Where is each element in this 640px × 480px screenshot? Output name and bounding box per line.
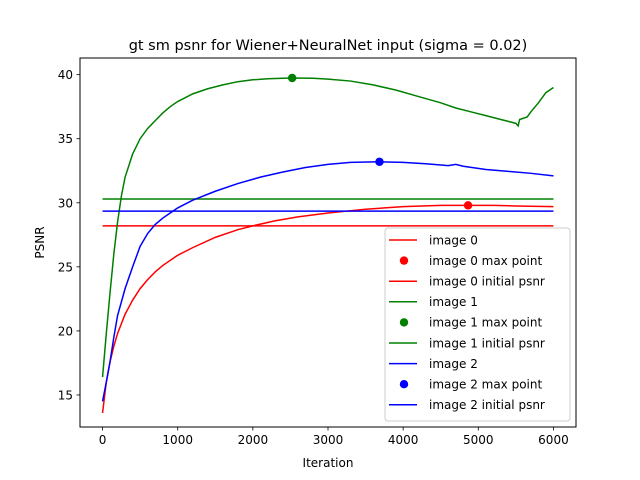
legend-swatch-marker xyxy=(399,256,409,265)
x-tick-label: 2000 xyxy=(238,433,269,447)
legend-item-image-2-initial-psnr: image 2 initial psnr xyxy=(389,398,545,412)
series-line-image-1 xyxy=(101,77,554,378)
legend-swatch-marker xyxy=(399,380,409,389)
legend-swatch-marker xyxy=(399,318,409,327)
y-tick-label: 40 xyxy=(58,68,73,82)
marker-image-1-max-point xyxy=(287,73,297,83)
legend-label: image 1 max point xyxy=(429,316,542,330)
x-axis-label: Iteration xyxy=(303,456,354,470)
legend-label: image 2 xyxy=(429,357,478,371)
legend-item-image-2: image 2 xyxy=(389,357,478,371)
y-tick-label: 25 xyxy=(58,260,73,274)
legend-label: image 2 max point xyxy=(429,378,542,392)
plot-lines xyxy=(101,77,554,414)
legend: image 0 image 0 max point image 0 initial … xyxy=(384,227,571,422)
y-tick-label: 20 xyxy=(58,324,73,338)
legend-item-image-0-initial-psnr: image 0 initial psnr xyxy=(389,275,545,289)
marker-image-0-max-point xyxy=(463,201,473,210)
legend-item-image-0-max-point: image 0 max point xyxy=(399,254,542,268)
marker-image-2-max-point xyxy=(375,157,384,166)
legend-item-image-2-max-point: image 2 max point xyxy=(399,378,542,392)
legend-item-image-1-max-point: image 1 max point xyxy=(399,316,542,330)
x-tick-label: 5000 xyxy=(463,433,494,447)
y-tick-label: 35 xyxy=(58,132,73,146)
x-tick-label: 1000 xyxy=(162,433,193,447)
y-tick-label: 30 xyxy=(58,196,73,210)
y-axis-ticks: 15 20 25 30 35 40 xyxy=(58,68,80,402)
legend-label: image 2 initial psnr xyxy=(429,398,545,412)
legend-item-image-1: image 1 xyxy=(389,295,478,309)
series-line-image-0 xyxy=(101,204,554,414)
y-tick-label: 15 xyxy=(58,388,73,402)
x-tick-label: 3000 xyxy=(313,433,344,447)
chart-title: gt sm psnr for Wiener+NeuralNet input (s… xyxy=(129,38,528,54)
x-axis-ticks: 0 1000 2000 3000 4000 5000 6000 xyxy=(99,427,569,447)
x-tick-label: 6000 xyxy=(538,433,569,447)
legend-label: image 1 xyxy=(429,295,478,309)
legend-label: image 0 initial psnr xyxy=(429,275,545,289)
x-tick-label: 4000 xyxy=(388,433,419,447)
legend-box xyxy=(384,227,571,422)
y-axis-label: PSNR xyxy=(33,226,47,258)
plot-points xyxy=(287,73,473,210)
legend-item-image-0: image 0 xyxy=(389,233,478,247)
legend-label: image 1 initial psnr xyxy=(429,336,545,350)
x-tick-label: 0 xyxy=(99,433,107,447)
series-line-image-2 xyxy=(101,161,554,402)
legend-label: image 0 xyxy=(429,233,478,247)
legend-label: image 0 max point xyxy=(429,254,542,268)
legend-item-image-1-initial-psnr: image 1 initial psnr xyxy=(389,336,545,350)
